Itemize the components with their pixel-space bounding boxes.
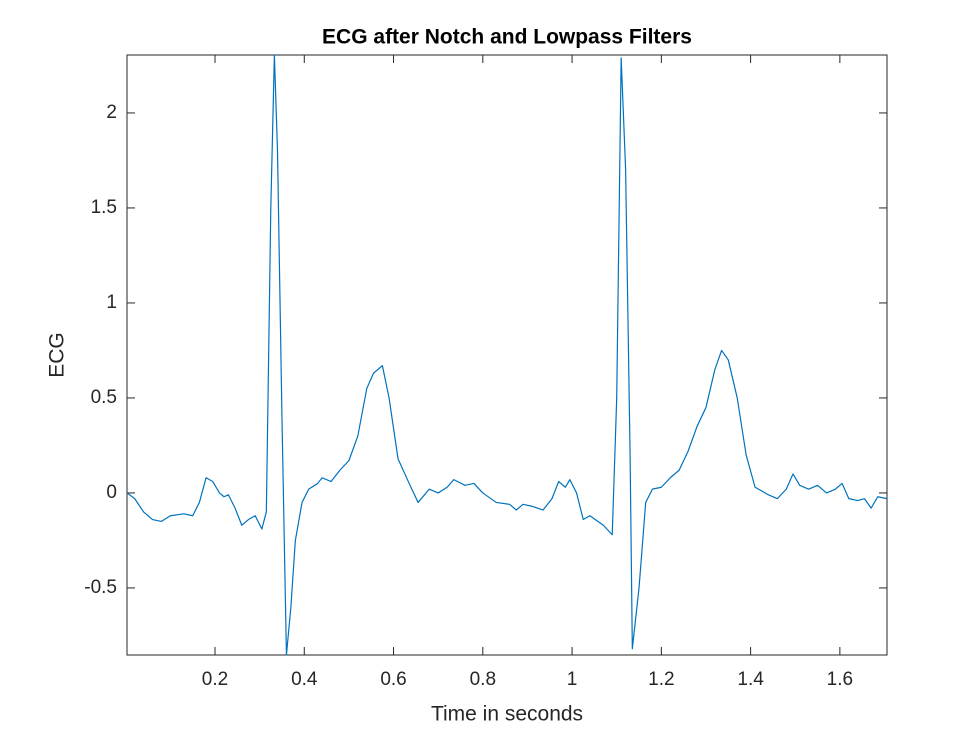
y-tick-label: 0.5 xyxy=(91,387,117,408)
x-axis-label: Time in seconds xyxy=(431,703,583,726)
x-tick-label: 1.2 xyxy=(648,669,674,690)
x-tick-label: 1.4 xyxy=(737,669,764,690)
plot-frame xyxy=(126,54,888,656)
y-axis-label: ECG xyxy=(46,332,69,378)
x-tick-label: 0.6 xyxy=(380,669,406,690)
x-tick-label: 0.2 xyxy=(202,669,228,690)
x-tick-label: 0.8 xyxy=(470,669,496,690)
y-tick-label: 2 xyxy=(106,102,117,123)
x-tick-label: 0.4 xyxy=(291,669,318,690)
ecg-line xyxy=(126,54,888,656)
x-tick-label: 1 xyxy=(567,669,578,690)
y-tick-label: 0 xyxy=(106,482,117,503)
y-tick-label: -0.5 xyxy=(84,577,117,598)
x-tick-label: 1.6 xyxy=(827,669,853,690)
y-tick-label: 1.5 xyxy=(91,197,117,218)
chart-title: ECG after Notch and Lowpass Filters xyxy=(322,26,692,49)
y-tick-label: 1 xyxy=(106,292,117,313)
